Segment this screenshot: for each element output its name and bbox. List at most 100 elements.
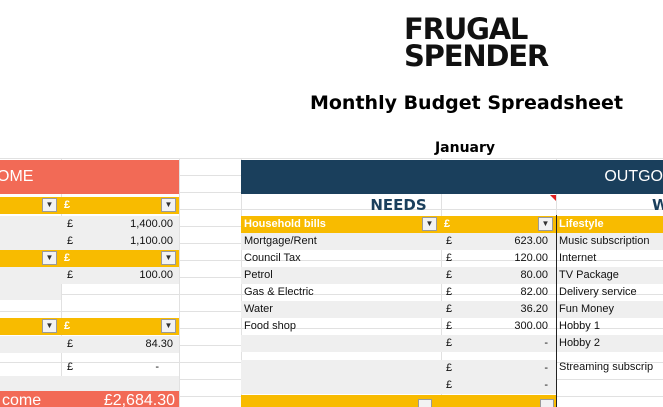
lifestyle-row[interactable]: Delivery service [559, 286, 637, 298]
income-cell[interactable] [0, 284, 61, 300]
currency-symbol: £ [446, 235, 453, 247]
currency-symbol: £ [67, 361, 74, 373]
currency-symbol: £ [446, 252, 453, 264]
income-total-label: come [2, 392, 42, 407]
currency-symbol: £ [67, 235, 74, 247]
needs-row-label[interactable] [241, 377, 441, 394]
household-bills-label: Household bills [244, 218, 326, 230]
needs-amount: 623.00 [514, 235, 548, 247]
needs-row-value[interactable]: £ - [441, 377, 556, 394]
needs-row-value[interactable]: £36.20 [441, 301, 556, 318]
lifestyle-row[interactable]: TV Package [556, 267, 663, 284]
needs-row-value[interactable]: £82.00 [441, 284, 556, 301]
needs-amount: - [544, 337, 548, 349]
needs-row-value[interactable]: £300.00 [441, 318, 556, 335]
income-cell[interactable] [0, 216, 61, 233]
income-amount: 84.30 [145, 338, 173, 350]
lifestyle-header[interactable]: Lifestyle [556, 216, 663, 233]
currency-label: £ [444, 218, 451, 230]
filter-dropdown-icon[interactable]: ▼ [161, 319, 176, 333]
needs-row-label[interactable]: Mortgage/Rent [241, 233, 441, 250]
needs-row-label[interactable]: Food shop [244, 320, 296, 332]
income-total-row [0, 391, 179, 407]
needs-amount: - [544, 362, 548, 374]
income-cell[interactable] [0, 233, 61, 250]
income-amount: - [155, 361, 159, 373]
needs-header-currency[interactable]: £ [441, 216, 556, 233]
currency-symbol: £ [67, 269, 74, 281]
filter-dropdown-icon[interactable]: ▼ [161, 251, 176, 265]
needs-row-label[interactable]: Petrol [241, 267, 441, 284]
filter-dropdown-icon[interactable]: ▼ [161, 198, 176, 212]
income-header-currency[interactable]: £ [61, 197, 179, 214]
lifestyle-row[interactable]: Internet [559, 252, 597, 264]
needs-amount: - [544, 379, 548, 391]
filter-dropdown-icon[interactable]: ▼ [422, 217, 437, 231]
currency-symbol: £ [446, 379, 453, 391]
needs-row-label[interactable]: Council Tax [244, 252, 301, 264]
lifestyle-label: Lifestyle [559, 218, 604, 230]
currency-symbol: £ [446, 303, 453, 315]
needs-header-label[interactable]: Household bills [241, 216, 441, 233]
needs-row-value[interactable]: £120.00 [441, 250, 556, 267]
income-value-cell[interactable]: £ - [61, 359, 179, 376]
filter-dropdown-icon[interactable] [418, 399, 432, 407]
needs-title: NEEDS [370, 196, 427, 214]
filter-dropdown-icon[interactable]: ▼ [42, 319, 57, 333]
lifestyle-row[interactable]: Music subscription [556, 233, 663, 250]
currency-label: £ [64, 199, 71, 211]
income-header-currency[interactable]: £ [61, 318, 179, 335]
needs-row-label[interactable]: Water [241, 301, 441, 318]
filter-dropdown-icon[interactable] [540, 399, 554, 407]
frugal-spender-logo: FRUGAL SPENDER [404, 12, 549, 73]
needs-amount: 80.00 [520, 269, 548, 281]
income-value-cell[interactable]: £ 1,100.00 [61, 233, 179, 250]
currency-symbol: £ [446, 362, 453, 374]
needs-row-value[interactable]: £80.00 [441, 267, 556, 284]
column-border [556, 215, 557, 407]
needs-row-label[interactable]: Gas & Electric [244, 286, 314, 298]
logo-line-1: FRUGAL [404, 12, 528, 46]
currency-symbol: £ [67, 338, 74, 350]
needs-row-label[interactable] [241, 360, 441, 377]
income-total-value: £2,684.30 [103, 392, 175, 407]
income-banner-label: OME [0, 168, 34, 185]
lifestyle-row[interactable]: Fun Money [556, 301, 663, 318]
grid-column-line [179, 158, 180, 407]
income-amount: 1,400.00 [130, 218, 173, 230]
needs-amount: 300.00 [514, 320, 548, 332]
needs-amount: 120.00 [514, 252, 548, 264]
lifestyle-row[interactable]: Streaming subscrip [559, 361, 654, 373]
sheet-title: Monthly Budget Spreadsheet [309, 92, 624, 114]
needs-amount: 82.00 [520, 286, 548, 298]
income-cell[interactable] [0, 376, 179, 391]
income-cell[interactable] [0, 267, 61, 284]
filter-dropdown-icon[interactable]: ▼ [42, 198, 57, 212]
needs-row-value[interactable]: £ - [441, 360, 556, 377]
month-label[interactable]: January [434, 140, 496, 156]
needs-footer-row [241, 395, 556, 407]
income-value-cell[interactable]: £ 84.30 [61, 336, 179, 353]
income-value-cell[interactable]: £ 1,400.00 [61, 216, 179, 233]
filter-dropdown-icon[interactable]: ▼ [538, 217, 553, 231]
lifestyle-row[interactable]: Hobby 1 [559, 320, 600, 332]
currency-label: £ [64, 320, 71, 332]
logo-line-2: SPENDER [404, 39, 549, 73]
outgoings-banner-label: OUTGO [604, 168, 663, 185]
wants-title: W [652, 196, 663, 214]
needs-row-value[interactable]: £ - [441, 335, 556, 352]
currency-symbol: £ [446, 320, 453, 332]
currency-symbol: £ [446, 269, 453, 281]
income-value-cell[interactable]: £ 100.00 [61, 267, 179, 284]
income-banner: OME [0, 160, 179, 194]
needs-amount: 36.20 [520, 303, 548, 315]
needs-row-label[interactable] [241, 335, 441, 352]
comment-indicator-icon[interactable] [550, 195, 556, 201]
income-cell[interactable] [0, 336, 61, 353]
needs-row-value[interactable]: £623.00 [441, 233, 556, 250]
income-amount: 1,100.00 [130, 235, 173, 247]
income-header-currency[interactable]: £ [61, 250, 179, 267]
lifestyle-row[interactable]: Hobby 2 [556, 335, 663, 352]
income-amount: 100.00 [139, 269, 173, 281]
filter-dropdown-icon[interactable]: ▼ [42, 251, 57, 265]
